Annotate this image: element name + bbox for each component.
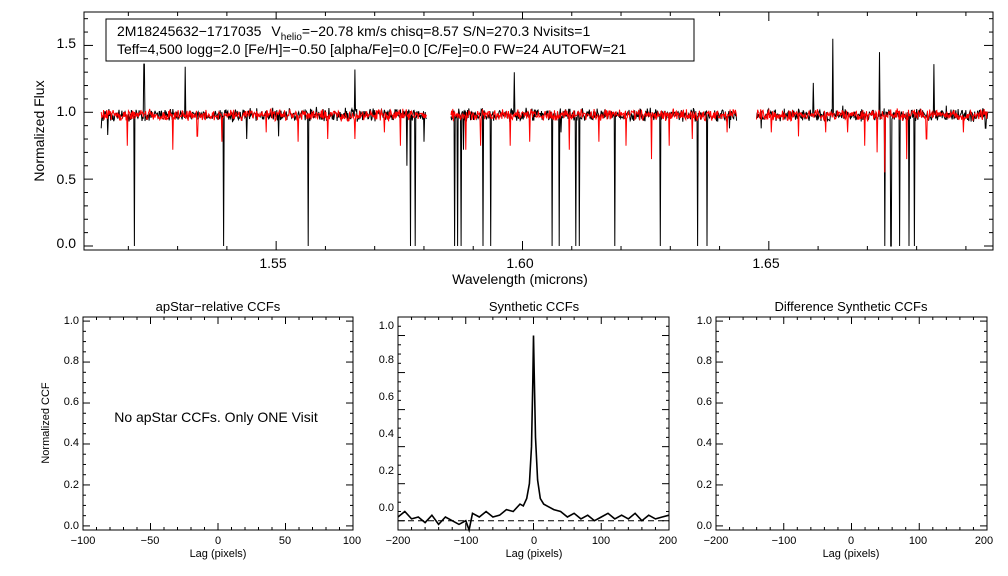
difference-ccf-ytick-label: 0.4 xyxy=(697,437,712,449)
synthetic-ccf-ytick-label: 0.0 xyxy=(379,502,394,514)
star-id: 2M18245632−1717035 xyxy=(117,23,262,39)
spectrum-xtick-label: 1.60 xyxy=(506,255,533,271)
spectrum-ytick-label: 0.5 xyxy=(57,171,77,187)
difference-ccf-ytick-label: 0.8 xyxy=(697,355,712,367)
spectrum-gridless-axes xyxy=(84,12,993,250)
spectrum-xlabel: Wavelength (microns) xyxy=(452,271,588,287)
difference-ccf-panel: Difference Synthetic CCFs −200 −100 0 10… xyxy=(697,299,993,560)
apstar-ccf-panel: apStar−relative CCFs No apStar CCFs. Onl… xyxy=(40,299,361,560)
difference-ccf-xtick-label: 0 xyxy=(848,535,854,547)
apstar-ccf-ytick-label: 0.2 xyxy=(64,479,79,491)
info-line-2: Teff=4,500 logg=2.0 [Fe/H]=−0.50 [alpha/… xyxy=(117,41,626,57)
observed-spectrum-line xyxy=(756,38,989,247)
difference-ccf-xtick-label: −100 xyxy=(772,535,797,547)
spectrum-ytick-label: 0.0 xyxy=(57,235,77,251)
difference-ccf-frame xyxy=(715,316,988,531)
synthetic-ccf-xtick-label: −200 xyxy=(386,535,411,547)
model-spectrum-line xyxy=(450,108,738,160)
spectrum-panel: 1.55 1.60 1.65 0.0 0.5 1.0 1.5 Wavelengt… xyxy=(31,11,994,287)
synthetic-ccf-xtick-label: 100 xyxy=(592,535,610,547)
apstar-ccf-xlabel: Lag (pixels) xyxy=(190,548,247,560)
apstar-ccf-title: apStar−relative CCFs xyxy=(156,299,281,314)
model-spectrum-line xyxy=(100,107,427,150)
synthetic-ccf-ticks xyxy=(397,316,670,530)
spectrum-lines xyxy=(100,38,989,247)
info-line-1: 2M18245632−1717035 Vhelio=−20.78 km/s chi… xyxy=(117,23,590,43)
apstar-ccf-ytick-label: 0.8 xyxy=(64,355,79,367)
observed-spectrum-line xyxy=(100,63,427,247)
difference-ccf-xtick-label: 100 xyxy=(909,535,927,547)
apstar-ccf-ytick-label: 1.0 xyxy=(64,315,79,327)
spectrum-xtick-label: 1.65 xyxy=(752,255,779,271)
synthetic-ccf-ytick-label: 0.6 xyxy=(379,391,394,403)
difference-ccf-xtick-label: −200 xyxy=(704,535,729,547)
info-line-1-rest: =−20.78 km/s chisq=8.57 S/N=270.3 Nvisit… xyxy=(302,23,591,39)
synthetic-ccf-ytick-label: 0.2 xyxy=(379,465,394,477)
synthetic-ccf-ytick-label: 0.4 xyxy=(379,428,394,440)
apstar-ccf-xtick-label: −100 xyxy=(71,535,96,547)
apstar-ccf-xtick-label: 100 xyxy=(343,535,361,547)
difference-ccf-ytick-label: 0.2 xyxy=(697,479,712,491)
spectrum-ylabel: Normalized Flux xyxy=(31,80,47,181)
difference-ccf-xlabel: Lag (pixels) xyxy=(823,548,880,560)
apstar-ccf-xtick-label: 50 xyxy=(279,535,291,547)
synthetic-ccf-xtick-label: 0 xyxy=(531,535,537,547)
difference-ccf-title: Difference Synthetic CCFs xyxy=(775,299,928,314)
spectrum-ticks xyxy=(84,12,993,250)
synthetic-ccf-panel: Synthetic CCFs −200 −100 0 100 200 Lag (… xyxy=(379,299,677,560)
spectrum-frame xyxy=(83,11,994,251)
apstar-ccf-annotation: No apStar CCFs. Only ONE Visit xyxy=(114,409,318,425)
synthetic-ccf-lines xyxy=(397,335,670,533)
vhelio-v: V xyxy=(271,23,281,39)
difference-ccf-ticks xyxy=(715,317,988,530)
difference-ccf-ytick-label: 0.0 xyxy=(697,520,712,532)
apstar-ccf-ytick-label: 0.6 xyxy=(64,396,79,408)
apstar-ccf-xtick-label: −50 xyxy=(141,535,160,547)
info-box: 2M18245632−1717035 Vhelio=−20.78 km/s chi… xyxy=(105,18,695,62)
spectrum-ytick-label: 1.5 xyxy=(57,35,77,51)
synthetic-ccf-xtick-label: −100 xyxy=(454,535,479,547)
model-spectrum-line xyxy=(756,108,989,173)
apstar-ccf-ylabel: Normalized CCF xyxy=(40,382,52,464)
apstar-ccf-ticks xyxy=(82,317,354,530)
synthetic-ccf-line xyxy=(397,335,670,533)
difference-ccf-ytick-label: 1.0 xyxy=(697,315,712,327)
spectrum-ytick-label: 1.0 xyxy=(57,103,77,119)
synthetic-ccf-ytick-label: 1.0 xyxy=(379,320,394,332)
synthetic-ccf-ytick-label: 0.8 xyxy=(379,354,394,366)
synthetic-ccf-xtick-label: 200 xyxy=(659,535,677,547)
apstar-ccf-ytick-label: 0.4 xyxy=(64,437,79,449)
synthetic-ccf-title: Synthetic CCFs xyxy=(489,299,580,314)
apstar-ccf-xtick-label: 0 xyxy=(215,535,221,547)
spectrum-xtick-label: 1.55 xyxy=(259,255,286,271)
difference-ccf-ytick-label: 0.6 xyxy=(697,396,712,408)
info-box-border xyxy=(105,18,695,62)
observed-spectrum-line xyxy=(450,72,738,247)
synthetic-ccf-xlabel: Lag (pixels) xyxy=(506,548,563,560)
difference-ccf-xtick-label: 200 xyxy=(975,535,993,547)
vhelio-subscript: helio xyxy=(281,32,303,43)
apstar-ccf-ytick-label: 0.0 xyxy=(64,520,79,532)
